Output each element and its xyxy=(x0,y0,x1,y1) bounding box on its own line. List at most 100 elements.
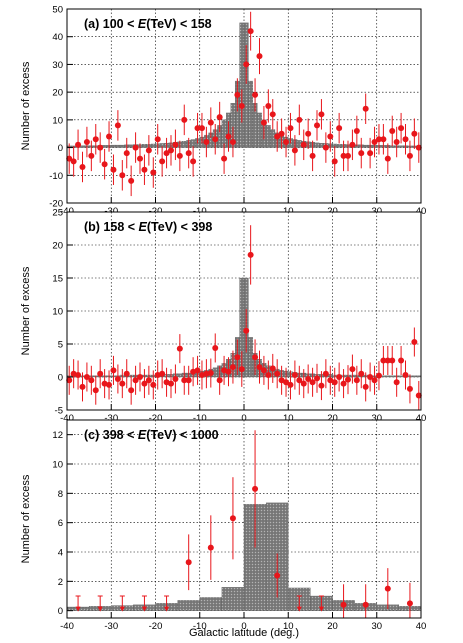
data-point xyxy=(415,144,422,151)
data-point xyxy=(92,136,99,143)
data-point xyxy=(309,379,316,386)
data-point xyxy=(406,385,413,392)
data-point xyxy=(132,144,139,151)
data-point xyxy=(389,127,396,134)
model-bar xyxy=(265,125,271,148)
data-point xyxy=(252,91,259,98)
data-point xyxy=(380,357,387,364)
data-point xyxy=(358,150,365,157)
data-point xyxy=(349,366,356,373)
data-point xyxy=(119,380,126,387)
data-point xyxy=(128,177,135,184)
data-point xyxy=(380,136,387,143)
data-point xyxy=(141,380,148,387)
data-point xyxy=(212,136,219,143)
data-point xyxy=(150,381,157,388)
data-point xyxy=(225,368,232,375)
panel-title-part: (a) 100 < xyxy=(84,17,138,31)
panel-1: -20-1001020304050-40-30-20-10010203040(a… xyxy=(20,5,426,218)
data-point xyxy=(287,125,294,132)
data-point xyxy=(119,172,126,179)
model-bar xyxy=(411,375,417,378)
y-tick-label: 0 xyxy=(58,143,63,154)
data-point xyxy=(283,379,290,386)
data-point xyxy=(398,357,405,364)
data-point xyxy=(176,152,183,159)
data-point xyxy=(318,382,325,389)
y-tick-label: 5 xyxy=(58,340,63,351)
data-point xyxy=(331,158,338,165)
data-point xyxy=(256,364,263,371)
data-point xyxy=(362,105,369,112)
data-point xyxy=(344,376,351,383)
upper-limit-arrow xyxy=(296,606,302,612)
data-point xyxy=(159,370,166,377)
data-point xyxy=(207,119,214,126)
data-point xyxy=(207,370,214,377)
data-point xyxy=(353,377,360,384)
data-point xyxy=(79,163,86,170)
data-point xyxy=(393,379,400,386)
data-point xyxy=(252,354,259,361)
data-point xyxy=(375,136,382,143)
data-point xyxy=(371,139,378,146)
panel-title-part: (c) 398 < xyxy=(84,428,138,442)
y-tick-label: 15 xyxy=(52,274,63,285)
data-point xyxy=(185,559,192,566)
data-point xyxy=(406,152,413,159)
data-point xyxy=(283,139,290,146)
panel-title-part: (TeV) < 158 xyxy=(146,17,211,31)
y-tick-label: 10 xyxy=(52,307,63,318)
data-point xyxy=(274,572,281,579)
y-tick-label: -10 xyxy=(49,171,63,182)
data-point xyxy=(327,133,334,140)
data-point xyxy=(256,53,263,60)
model-bar xyxy=(80,145,85,148)
data-point xyxy=(362,383,369,390)
data-point xyxy=(212,344,219,351)
data-point xyxy=(70,158,77,165)
y-tick-label: 8 xyxy=(58,489,63,500)
data-point xyxy=(269,365,276,372)
x-tick-label: -40 xyxy=(60,413,74,424)
data-point xyxy=(393,139,400,146)
data-point xyxy=(106,381,113,388)
data-point xyxy=(406,600,413,607)
data-point xyxy=(300,380,307,387)
data-point xyxy=(216,114,223,121)
data-point xyxy=(167,380,174,387)
data-point xyxy=(176,345,183,352)
model-bar xyxy=(111,144,116,148)
x-tick-label: -30 xyxy=(104,413,118,424)
x-tick-label: 0 xyxy=(241,413,246,424)
data-point xyxy=(66,155,73,162)
data-point xyxy=(114,375,121,382)
data-point xyxy=(265,103,272,109)
data-point xyxy=(287,381,294,388)
data-point xyxy=(190,158,197,165)
y-axis-label: Number of excess xyxy=(20,474,32,563)
x-tick-label: 20 xyxy=(327,413,338,424)
panel-title-part: E xyxy=(138,17,147,31)
data-point xyxy=(296,116,303,123)
model-bar xyxy=(314,142,320,148)
model-bar xyxy=(221,119,227,148)
data-point xyxy=(305,375,312,382)
data-point xyxy=(314,122,321,129)
data-point xyxy=(415,392,422,399)
panel-title-part: E xyxy=(138,428,147,442)
model-bar xyxy=(416,375,422,378)
y-tick-label: 50 xyxy=(52,5,63,16)
upper-limit-arrow xyxy=(141,606,147,612)
data-point xyxy=(247,251,254,258)
model-bar xyxy=(398,375,404,378)
data-point xyxy=(234,354,241,361)
model-bar xyxy=(248,80,254,148)
y-tick-label: 10 xyxy=(52,115,63,126)
model-bar xyxy=(389,375,395,378)
model-bar xyxy=(385,375,391,378)
panel-title-part: (TeV) < 398 xyxy=(147,220,212,234)
model-bar xyxy=(115,144,121,148)
data-point xyxy=(225,133,232,140)
data-point xyxy=(274,133,281,140)
